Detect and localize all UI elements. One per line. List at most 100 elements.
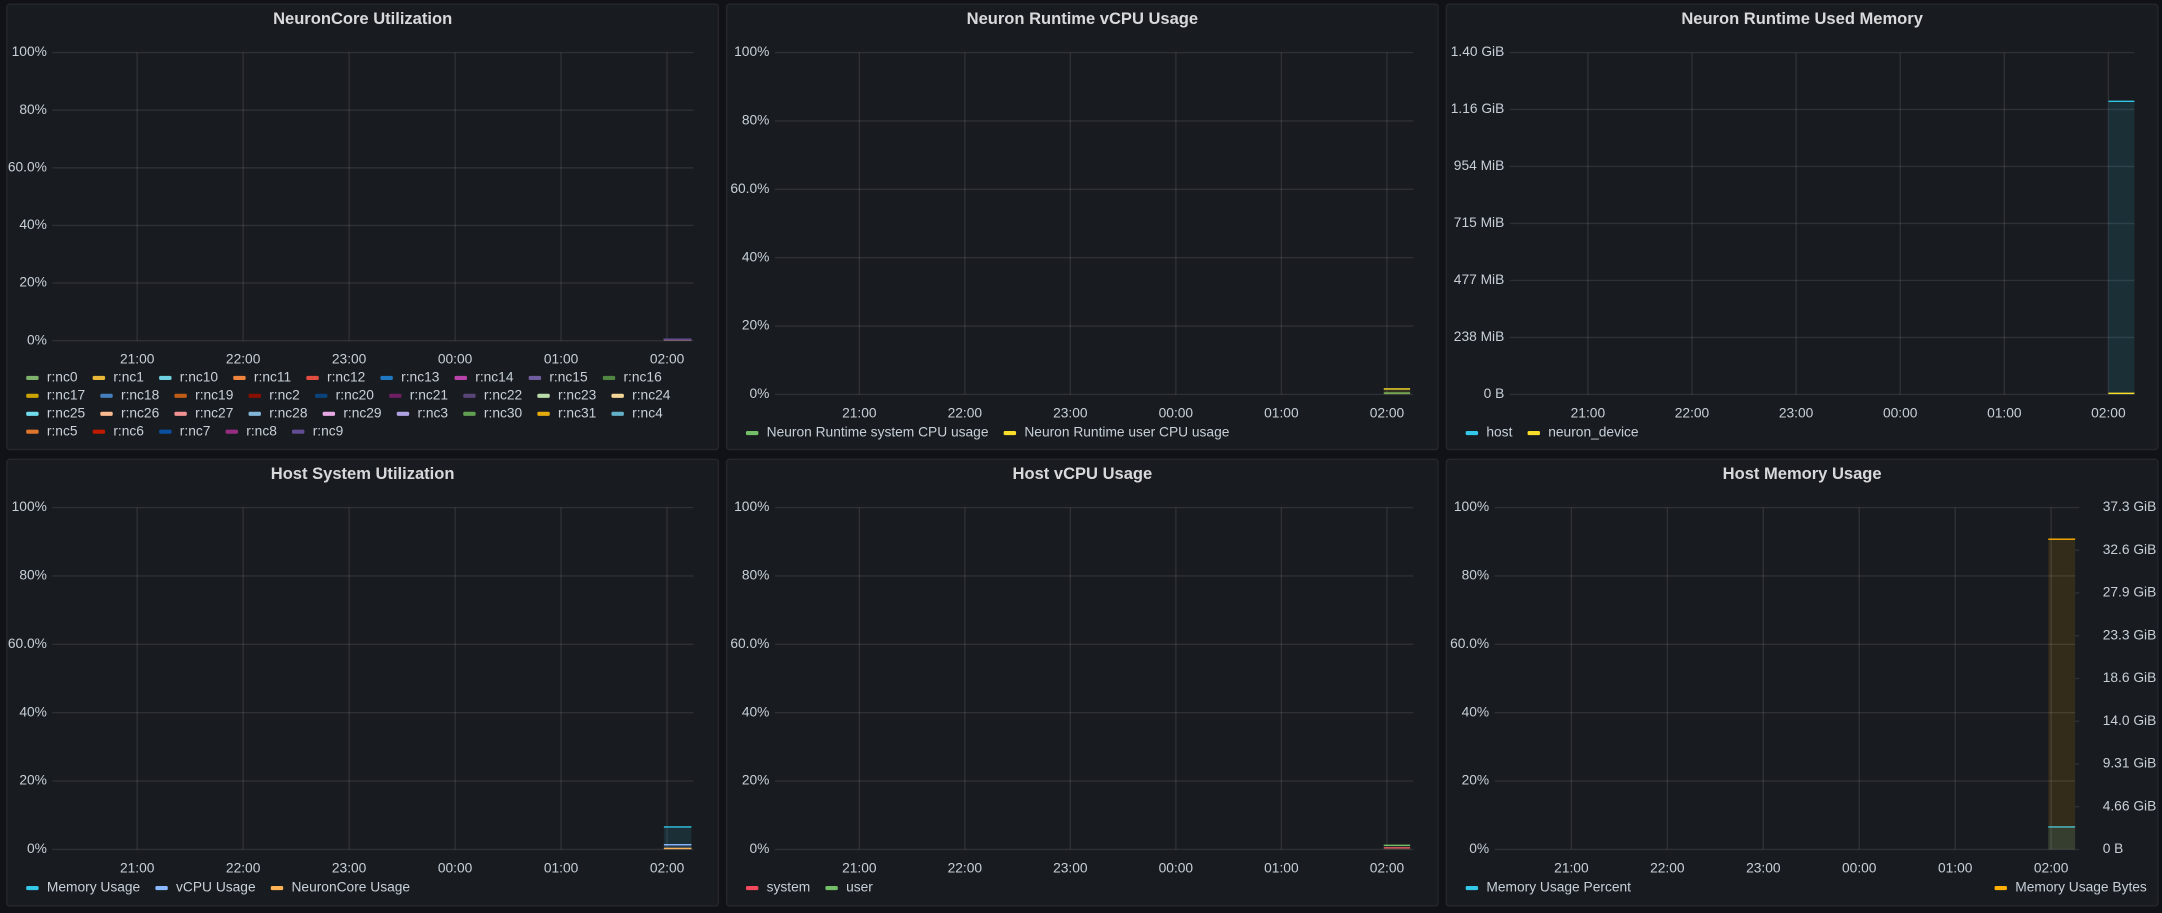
legend-swatch	[92, 375, 106, 380]
legend-label[interactable]: r:nc4	[632, 405, 663, 420]
legend-swatch	[26, 375, 39, 380]
legend-swatch	[159, 429, 172, 434]
legend-swatch	[1527, 430, 1540, 436]
legend-swatch	[528, 375, 542, 380]
legend-swatch	[602, 375, 616, 380]
legend-label[interactable]: r:nc28	[269, 405, 308, 420]
legend-label[interactable]: r:nc22	[484, 387, 522, 402]
x-tick-label: 21:00	[120, 860, 155, 875]
y-tick-label: 100%	[12, 499, 47, 514]
legend-swatch	[463, 411, 476, 416]
legend-label[interactable]: neuron_device	[1548, 425, 1639, 440]
legend-label[interactable]: r:nc25	[47, 405, 86, 420]
legend-label[interactable]: r:nc24	[632, 387, 671, 402]
legend-label[interactable]: r:nc12	[327, 370, 365, 385]
x-tick-label: 01:00	[1987, 405, 2022, 420]
legend-label[interactable]: r:nc30	[484, 405, 523, 420]
legend-label[interactable]: r:nc6	[113, 423, 144, 438]
legend-label[interactable]: Neuron Runtime system CPU usage	[767, 425, 989, 440]
legend-label[interactable]: Neuron Runtime user CPU usage	[1024, 425, 1229, 440]
legend-swatch	[26, 393, 39, 398]
legend-label[interactable]: r:nc3	[417, 405, 448, 420]
panel-title[interactable]: NeuronCore Utilization	[273, 9, 452, 28]
legend-label[interactable]: vCPU Usage	[176, 880, 256, 895]
legend-label[interactable]: host	[1486, 425, 1512, 440]
panel-title[interactable]: Host vCPU Usage	[1013, 464, 1153, 483]
x-tick-label: 22:00	[948, 860, 983, 875]
legend-swatch	[306, 375, 319, 380]
x-tick-label: 22:00	[948, 405, 983, 420]
legend-label[interactable]: user	[846, 880, 873, 895]
x-tick-label: 00:00	[438, 860, 473, 875]
y-tick-label: 60.0%	[8, 636, 47, 651]
y-tick-label: 477 MiB	[1454, 272, 1505, 287]
x-tick-label: 21:00	[842, 405, 877, 420]
x-tick-label: 02:00	[1370, 405, 1405, 420]
series-area	[2108, 101, 2135, 395]
x-tick-label: 22:00	[226, 352, 261, 367]
legend-swatch	[174, 411, 187, 416]
legend-label[interactable]: r:nc14	[475, 370, 514, 385]
y-tick-label: 20%	[1462, 773, 1490, 788]
panel-title[interactable]: Host System Utilization	[271, 464, 455, 483]
legend-label[interactable]: r:nc18	[121, 387, 160, 402]
legend-label[interactable]: r:nc31	[558, 405, 596, 420]
x-tick-label: 01:00	[1264, 405, 1299, 420]
legend-label[interactable]: r:nc15	[549, 370, 588, 385]
legend-swatch	[26, 411, 39, 416]
legend-label[interactable]: r:nc16	[623, 370, 662, 385]
y-tick-label: 100%	[734, 499, 769, 514]
y-tick-label: 60.0%	[730, 181, 769, 196]
panel	[1445, 3, 2159, 451]
series-area	[2048, 539, 2076, 850]
legend-label[interactable]: r:nc19	[195, 387, 233, 402]
y-tick-label: 80%	[19, 102, 47, 117]
legend-label[interactable]: r:nc26	[121, 405, 160, 420]
legend-label[interactable]: r:nc7	[180, 423, 211, 438]
legend-swatch	[270, 886, 284, 891]
legend-label[interactable]: NeuronCore Usage	[291, 880, 410, 895]
legend-swatch	[389, 393, 402, 398]
legend-swatch	[292, 429, 305, 434]
panel-title[interactable]: Host Memory Usage	[1723, 464, 1882, 483]
legend-label[interactable]: r:nc20	[336, 387, 375, 402]
legend-label[interactable]: r:nc29	[343, 405, 381, 420]
legend-label[interactable]: r:nc8	[246, 423, 277, 438]
legend-label[interactable]: system	[767, 880, 811, 895]
x-tick-label: 01:00	[1938, 860, 1973, 875]
legend-label[interactable]: r:nc11	[254, 370, 291, 385]
legend-label[interactable]: r:nc2	[269, 387, 300, 402]
y2-tick-label: 37.3 GiB	[2103, 499, 2157, 514]
legend-label[interactable]: r:nc21	[410, 387, 448, 402]
legend-swatch	[825, 886, 838, 891]
legend-label[interactable]: r:nc9	[313, 423, 344, 438]
legend-label[interactable]: r:nc0	[47, 370, 78, 385]
legend-swatch	[100, 393, 113, 398]
panel-title[interactable]: Neuron Runtime vCPU Usage	[967, 9, 1198, 28]
legend-label[interactable]: r:nc23	[558, 387, 597, 402]
y-tick-label: 238 MiB	[1454, 329, 1505, 344]
legend-label[interactable]: Memory Usage	[47, 880, 141, 895]
legend-swatch	[380, 375, 393, 380]
legend-swatch	[745, 430, 759, 436]
y2-tick-label: 23.3 GiB	[2103, 627, 2157, 642]
x-tick-label: 22:00	[1675, 405, 1710, 420]
legend-label[interactable]: r:nc17	[47, 387, 85, 402]
panel	[725, 3, 1439, 451]
legend-label[interactable]: Memory Usage Percent	[1486, 880, 1631, 895]
panel-title[interactable]: Neuron Runtime Used Memory	[1681, 9, 1923, 28]
x-tick-label: 23:00	[1779, 405, 1814, 420]
legend-label[interactable]: r:nc27	[195, 405, 233, 420]
y-tick-label: 0%	[1469, 841, 1489, 856]
x-tick-label: 00:00	[438, 352, 473, 367]
y-tick-label: 0%	[27, 332, 47, 347]
legend-label[interactable]: r:nc10	[180, 370, 219, 385]
legend-label[interactable]: Memory Usage Bytes	[2015, 880, 2147, 895]
y-tick-label: 100%	[12, 44, 47, 59]
legend-label[interactable]: r:nc5	[47, 423, 78, 438]
x-tick-label: 00:00	[1883, 405, 1918, 420]
y2-tick-label: 18.6 GiB	[2103, 670, 2157, 685]
legend-label[interactable]: r:nc1	[113, 370, 144, 385]
legend-label[interactable]: r:nc13	[401, 370, 440, 385]
y-tick-label: 40%	[1462, 704, 1490, 719]
